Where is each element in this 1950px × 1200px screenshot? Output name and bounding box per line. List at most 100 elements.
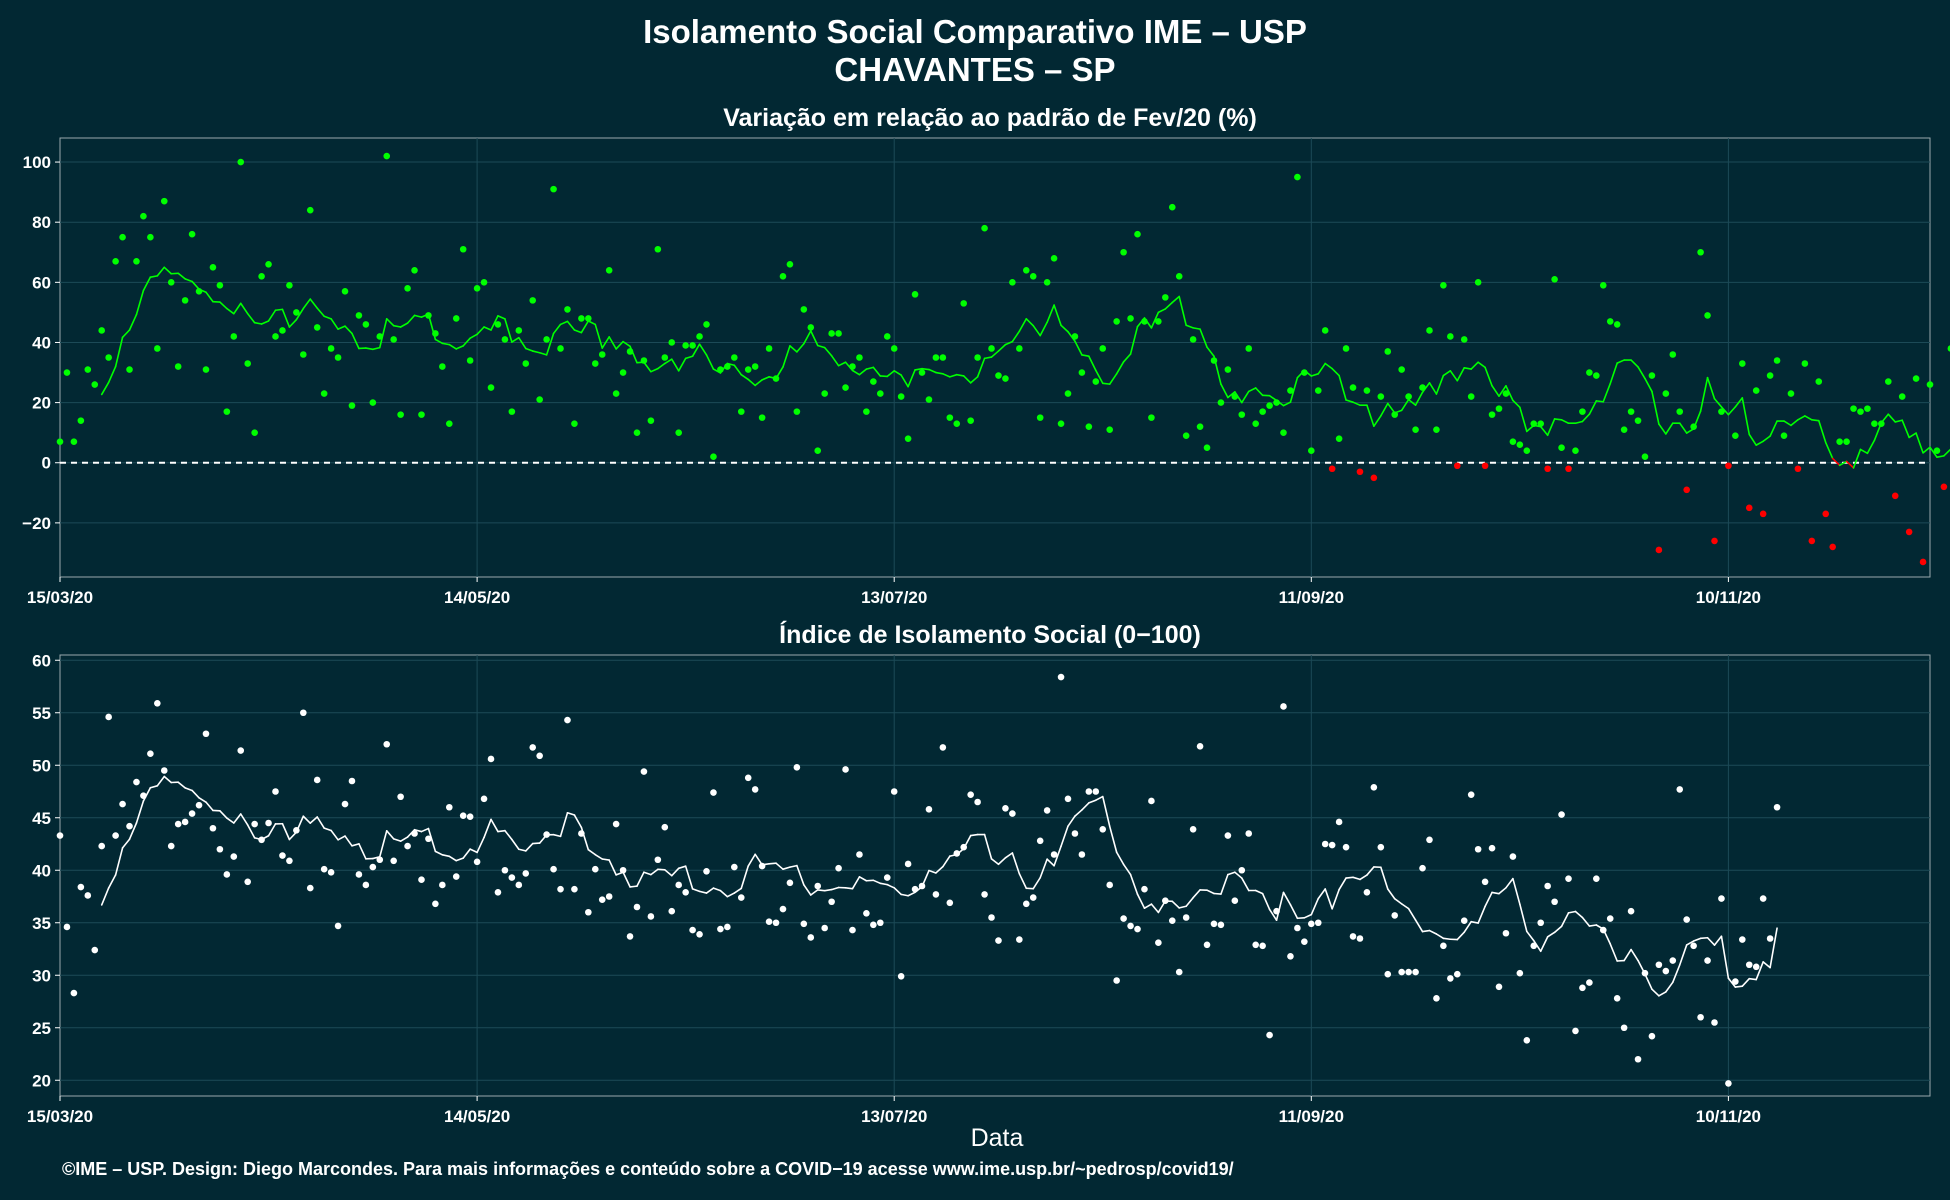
data-point [63, 923, 71, 931]
moving-average-segment [1331, 367, 1340, 377]
data-point [1773, 803, 1781, 811]
data-point [605, 893, 613, 900]
moving-average-segment [184, 787, 193, 792]
moving-average-segment [1498, 385, 1507, 397]
data-point [1599, 926, 1607, 934]
data-point [1384, 348, 1392, 355]
moving-average-segment [232, 813, 242, 824]
data-point [550, 185, 557, 193]
data-point [286, 857, 293, 865]
moving-average-segment [1018, 318, 1028, 333]
moving-average-segment [385, 318, 395, 327]
moving-average-segment [135, 289, 145, 316]
moving-average-segment [1699, 376, 1709, 412]
moving-average-segment [1331, 888, 1340, 910]
data-point [1009, 279, 1016, 286]
moving-average-segment [1651, 390, 1660, 425]
data-point [1440, 942, 1447, 950]
data-point [758, 862, 766, 870]
data-point [1266, 402, 1273, 409]
data-point [181, 297, 189, 304]
data-point [1050, 851, 1058, 858]
data-point [974, 354, 981, 361]
data-point [160, 767, 168, 774]
moving-average-segment [128, 313, 138, 331]
data-point [258, 273, 265, 280]
moving-average-segment [1414, 919, 1424, 933]
data-point [306, 884, 314, 892]
data-point [1871, 420, 1878, 427]
data-point [237, 747, 245, 754]
data-point [1022, 267, 1030, 274]
moving-average-segment [782, 866, 791, 871]
data-point [84, 366, 92, 373]
moving-average-segment [935, 371, 944, 375]
y-tick-label: 25 [32, 1019, 51, 1038]
moving-average-segment [406, 314, 416, 324]
moving-average-segment [1178, 295, 1187, 327]
data-point [1314, 919, 1322, 927]
moving-average-segment [253, 321, 263, 325]
y-tick-label: 45 [32, 809, 51, 828]
moving-average-segment [1108, 373, 1118, 385]
data-point [425, 312, 432, 319]
moving-average-segment [1143, 903, 1153, 910]
data-point [626, 348, 634, 355]
moving-average-segment [573, 329, 583, 334]
moving-average-segment [191, 280, 200, 291]
data-point [612, 390, 620, 397]
data-point [397, 793, 404, 801]
data-point [293, 827, 300, 834]
moving-average-segment [670, 867, 680, 877]
data-point [494, 889, 502, 896]
data-point [56, 832, 64, 839]
moving-average-segment [775, 862, 784, 871]
moving-average-segment [469, 848, 478, 854]
moving-average-segment [232, 302, 242, 315]
moving-average-segment [1240, 877, 1250, 892]
moving-average-segment [1393, 897, 1403, 905]
data-point [272, 788, 279, 795]
moving-average-segment [1206, 346, 1215, 358]
data-point [1606, 318, 1614, 325]
moving-average-segment [789, 864, 798, 868]
data-point [383, 740, 391, 748]
data-point [1308, 447, 1315, 455]
data-point [522, 360, 530, 367]
moving-average-segment [1435, 933, 1445, 940]
data-point [925, 806, 933, 813]
data-point [1287, 953, 1294, 960]
moving-average-segment [1345, 399, 1354, 403]
moving-average-segment [594, 323, 604, 349]
data-point [856, 851, 863, 858]
data-point [112, 832, 119, 839]
data-point [1919, 558, 1927, 566]
y-tick-label: 55 [32, 704, 51, 723]
moving-average-segment [1783, 420, 1792, 427]
data-point [362, 881, 370, 889]
y-tick-label: 50 [32, 756, 51, 775]
moving-average-segment [1060, 324, 1069, 333]
data-point [619, 369, 627, 376]
moving-average-segment [524, 842, 534, 852]
moving-average-segment [246, 824, 256, 839]
moving-average-segment [1115, 360, 1125, 375]
moving-average-segment [1352, 401, 1361, 406]
moving-average-segment [518, 336, 527, 350]
moving-average-segment [1692, 937, 1702, 942]
x-axis-label: Data [971, 1124, 1024, 1152]
moving-average-segment [1234, 871, 1243, 879]
moving-average-segment [1762, 961, 1771, 969]
data-point [932, 354, 940, 361]
moving-average-segment [705, 887, 715, 894]
index-panel: 15/03/20 14/05/20 13/07/20 11/09/20 10/11/20… [27, 651, 1931, 1126]
data-point [119, 800, 126, 808]
moving-average-segment [316, 307, 325, 318]
data-point [1349, 384, 1357, 391]
data-point [1488, 411, 1496, 418]
moving-average-segment [1407, 398, 1417, 406]
moving-average-segment [587, 848, 597, 856]
data-point [501, 866, 509, 874]
moving-average-segment [872, 366, 882, 377]
data-point [1537, 420, 1545, 427]
